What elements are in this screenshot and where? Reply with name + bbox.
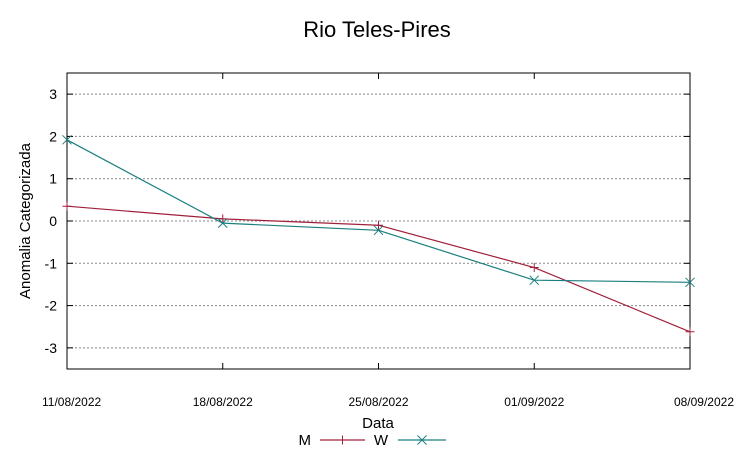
x-tick-label: 18/08/2022 [193, 395, 253, 409]
y-tick-label: -3 [45, 340, 58, 356]
data-point [218, 214, 228, 224]
y-tick-label: 3 [49, 86, 57, 102]
y-axis-label: Anomalia Categorizada [17, 142, 34, 299]
y-tick-label: -1 [45, 255, 58, 271]
x-ticks: 11/08/2022 18/08/2022 25/08/2022 01/09/2022… [42, 73, 734, 409]
data-point [685, 327, 695, 337]
x-tick-label: 08/09/2022 [674, 395, 734, 409]
data-point [373, 225, 384, 236]
series-M [62, 201, 695, 337]
legend-item-W: W [374, 432, 446, 449]
data-point [62, 201, 72, 211]
data-point [529, 275, 540, 286]
legend-label: W [374, 432, 389, 449]
data-point [217, 218, 228, 228]
y-tick-label: 1 [49, 171, 57, 187]
x-tick-label: 11/08/2022 [42, 395, 101, 409]
x-tick-label: 01/09/2022 [504, 395, 564, 409]
data-point [338, 435, 347, 445]
data-point [374, 220, 383, 230]
data-point [417, 435, 427, 445]
y-tick-label: -2 [45, 298, 58, 314]
x-tick-label: 25/08/2022 [348, 395, 408, 409]
legend-label: M [299, 432, 312, 449]
y-tick-label: 0 [49, 213, 57, 229]
x-axis-label: Data [362, 415, 394, 432]
legend-item-M: M [299, 432, 365, 449]
chart-title: Rio Teles-Pires [303, 17, 451, 42]
data-point [685, 277, 695, 288]
y-tick-label: 2 [49, 128, 57, 144]
series-line [66, 139, 691, 283]
data-point [529, 263, 539, 273]
series-layer [62, 134, 695, 337]
data-point [62, 134, 72, 145]
y-ticks: 3 2 1 0 -1 -2 -3 [45, 86, 690, 356]
series-W [62, 134, 695, 288]
